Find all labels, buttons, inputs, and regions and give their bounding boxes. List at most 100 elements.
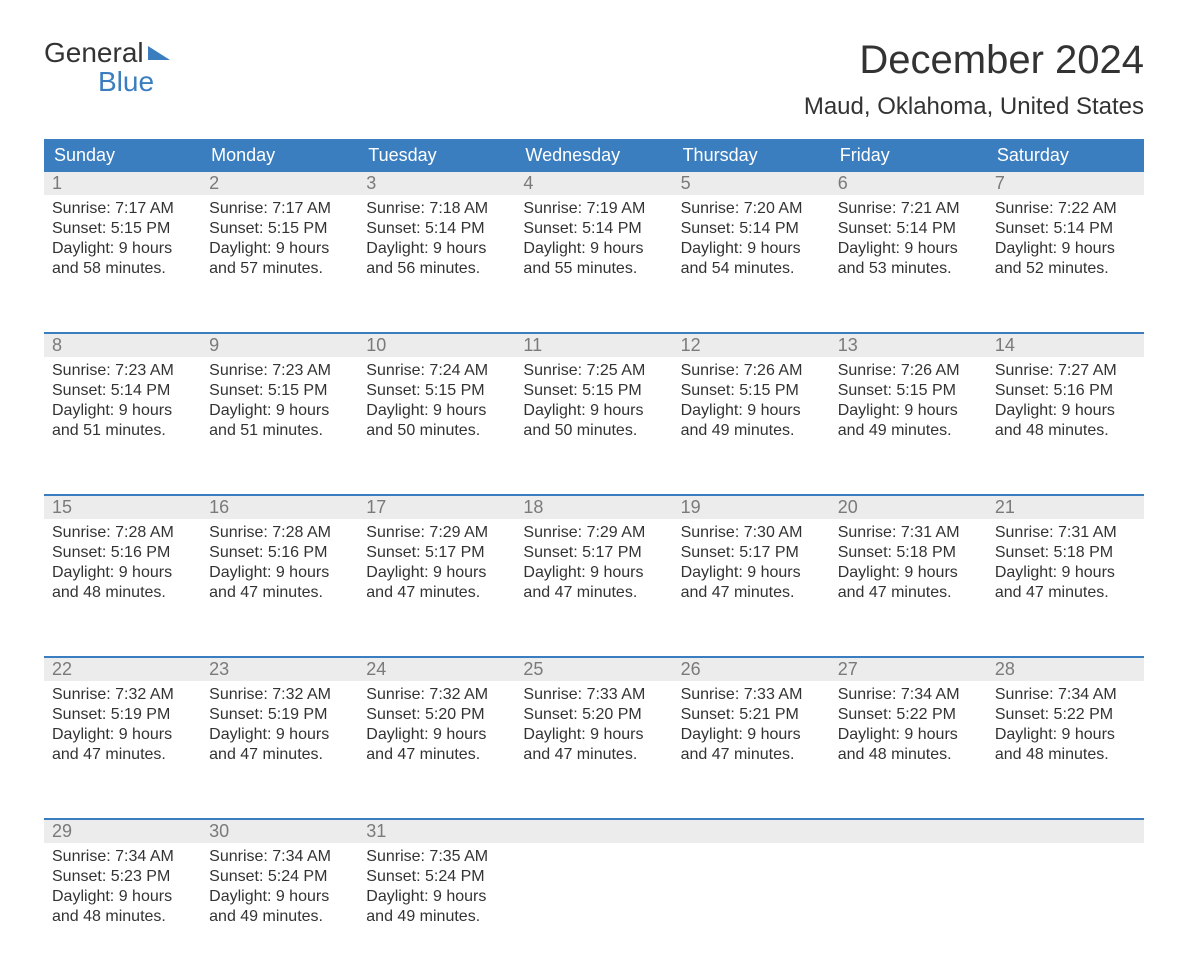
logo-text-general: General xyxy=(44,38,144,67)
day-details: Sunrise: 7:23 AMSunset: 5:14 PMDaylight:… xyxy=(44,357,201,449)
day-details: Sunrise: 7:25 AMSunset: 5:15 PMDaylight:… xyxy=(515,357,672,449)
day-number: 22 xyxy=(44,658,201,681)
daylight-line: Daylight: 9 hours and 47 minutes. xyxy=(366,563,507,603)
day-details: Sunrise: 7:19 AMSunset: 5:14 PMDaylight:… xyxy=(515,195,672,287)
day-cell: 4Sunrise: 7:19 AMSunset: 5:14 PMDaylight… xyxy=(515,172,672,314)
week-gap xyxy=(44,638,1144,656)
day-details: Sunrise: 7:23 AMSunset: 5:15 PMDaylight:… xyxy=(201,357,358,449)
sunset-line: Sunset: 5:24 PM xyxy=(366,867,507,887)
day-cell: 29Sunrise: 7:34 AMSunset: 5:23 PMDayligh… xyxy=(44,820,201,962)
sunset-line: Sunset: 5:14 PM xyxy=(523,219,664,239)
sunrise-line: Sunrise: 7:23 AM xyxy=(52,361,193,381)
day-details: Sunrise: 7:27 AMSunset: 5:16 PMDaylight:… xyxy=(987,357,1144,449)
day-number: 11 xyxy=(515,334,672,357)
day-number: 5 xyxy=(673,172,830,195)
week-gap xyxy=(44,314,1144,332)
day-number: 28 xyxy=(987,658,1144,681)
sunrise-line: Sunrise: 7:26 AM xyxy=(838,361,979,381)
sunset-line: Sunset: 5:15 PM xyxy=(209,381,350,401)
day-number: 13 xyxy=(830,334,987,357)
day-details: Sunrise: 7:17 AMSunset: 5:15 PMDaylight:… xyxy=(44,195,201,287)
daylight-line: Daylight: 9 hours and 48 minutes. xyxy=(995,401,1136,441)
day-header-tuesday: Tuesday xyxy=(358,139,515,172)
day-details: Sunrise: 7:29 AMSunset: 5:17 PMDaylight:… xyxy=(515,519,672,611)
sunset-line: Sunset: 5:16 PM xyxy=(209,543,350,563)
day-number: 15 xyxy=(44,496,201,519)
daylight-line: Daylight: 9 hours and 50 minutes. xyxy=(523,401,664,441)
day-number: 7 xyxy=(987,172,1144,195)
sunset-line: Sunset: 5:14 PM xyxy=(366,219,507,239)
day-details: Sunrise: 7:24 AMSunset: 5:15 PMDaylight:… xyxy=(358,357,515,449)
day-cell: 19Sunrise: 7:30 AMSunset: 5:17 PMDayligh… xyxy=(673,496,830,638)
sunrise-line: Sunrise: 7:20 AM xyxy=(681,199,822,219)
day-details: Sunrise: 7:33 AMSunset: 5:21 PMDaylight:… xyxy=(673,681,830,773)
day-cell: 3Sunrise: 7:18 AMSunset: 5:14 PMDaylight… xyxy=(358,172,515,314)
sunrise-line: Sunrise: 7:24 AM xyxy=(366,361,507,381)
sunset-line: Sunset: 5:16 PM xyxy=(52,543,193,563)
sunrise-line: Sunrise: 7:35 AM xyxy=(366,847,507,867)
day-number: 8 xyxy=(44,334,201,357)
day-cell: 2Sunrise: 7:17 AMSunset: 5:15 PMDaylight… xyxy=(201,172,358,314)
day-cell: 21Sunrise: 7:31 AMSunset: 5:18 PMDayligh… xyxy=(987,496,1144,638)
sunset-line: Sunset: 5:14 PM xyxy=(995,219,1136,239)
day-number: 20 xyxy=(830,496,987,519)
day-cell: 30Sunrise: 7:34 AMSunset: 5:24 PMDayligh… xyxy=(201,820,358,962)
day-details: Sunrise: 7:22 AMSunset: 5:14 PMDaylight:… xyxy=(987,195,1144,287)
day-header-monday: Monday xyxy=(201,139,358,172)
day-number: 18 xyxy=(515,496,672,519)
day-cell xyxy=(515,820,672,962)
daylight-line: Daylight: 9 hours and 48 minutes. xyxy=(52,563,193,603)
daylight-line: Daylight: 9 hours and 48 minutes. xyxy=(995,725,1136,765)
sunset-line: Sunset: 5:19 PM xyxy=(209,705,350,725)
sunset-line: Sunset: 5:22 PM xyxy=(995,705,1136,725)
day-cell: 12Sunrise: 7:26 AMSunset: 5:15 PMDayligh… xyxy=(673,334,830,476)
day-details: Sunrise: 7:28 AMSunset: 5:16 PMDaylight:… xyxy=(44,519,201,611)
day-details: Sunrise: 7:28 AMSunset: 5:16 PMDaylight:… xyxy=(201,519,358,611)
day-details: Sunrise: 7:26 AMSunset: 5:15 PMDaylight:… xyxy=(830,357,987,449)
day-number: 16 xyxy=(201,496,358,519)
day-details: Sunrise: 7:34 AMSunset: 5:22 PMDaylight:… xyxy=(987,681,1144,773)
daylight-line: Daylight: 9 hours and 47 minutes. xyxy=(681,563,822,603)
day-number: 1 xyxy=(44,172,201,195)
day-cell: 15Sunrise: 7:28 AMSunset: 5:16 PMDayligh… xyxy=(44,496,201,638)
daylight-line: Daylight: 9 hours and 52 minutes. xyxy=(995,239,1136,279)
sunset-line: Sunset: 5:14 PM xyxy=(52,381,193,401)
sunrise-line: Sunrise: 7:33 AM xyxy=(681,685,822,705)
day-cell: 27Sunrise: 7:34 AMSunset: 5:22 PMDayligh… xyxy=(830,658,987,800)
sunrise-line: Sunrise: 7:19 AM xyxy=(523,199,664,219)
sunrise-line: Sunrise: 7:34 AM xyxy=(838,685,979,705)
day-cell xyxy=(673,820,830,962)
day-number-empty xyxy=(987,820,1144,843)
sunset-line: Sunset: 5:16 PM xyxy=(995,381,1136,401)
sunrise-line: Sunrise: 7:34 AM xyxy=(52,847,193,867)
daylight-line: Daylight: 9 hours and 47 minutes. xyxy=(523,725,664,765)
sunrise-line: Sunrise: 7:25 AM xyxy=(523,361,664,381)
day-cell: 1Sunrise: 7:17 AMSunset: 5:15 PMDaylight… xyxy=(44,172,201,314)
day-header-sunday: Sunday xyxy=(44,139,201,172)
daylight-line: Daylight: 9 hours and 56 minutes. xyxy=(366,239,507,279)
sunset-line: Sunset: 5:17 PM xyxy=(523,543,664,563)
sunset-line: Sunset: 5:18 PM xyxy=(838,543,979,563)
week-gap xyxy=(44,800,1144,818)
daylight-line: Daylight: 9 hours and 53 minutes. xyxy=(838,239,979,279)
sunrise-line: Sunrise: 7:22 AM xyxy=(995,199,1136,219)
day-number: 19 xyxy=(673,496,830,519)
sunrise-line: Sunrise: 7:32 AM xyxy=(52,685,193,705)
daylight-line: Daylight: 9 hours and 54 minutes. xyxy=(681,239,822,279)
day-cell: 16Sunrise: 7:28 AMSunset: 5:16 PMDayligh… xyxy=(201,496,358,638)
day-cell: 22Sunrise: 7:32 AMSunset: 5:19 PMDayligh… xyxy=(44,658,201,800)
sunset-line: Sunset: 5:15 PM xyxy=(209,219,350,239)
sunset-line: Sunset: 5:20 PM xyxy=(366,705,507,725)
day-details: Sunrise: 7:31 AMSunset: 5:18 PMDaylight:… xyxy=(830,519,987,611)
daylight-line: Daylight: 9 hours and 49 minutes. xyxy=(366,887,507,927)
day-cell: 11Sunrise: 7:25 AMSunset: 5:15 PMDayligh… xyxy=(515,334,672,476)
sunset-line: Sunset: 5:17 PM xyxy=(681,543,822,563)
day-cell: 23Sunrise: 7:32 AMSunset: 5:19 PMDayligh… xyxy=(201,658,358,800)
day-cell: 31Sunrise: 7:35 AMSunset: 5:24 PMDayligh… xyxy=(358,820,515,962)
sunset-line: Sunset: 5:15 PM xyxy=(52,219,193,239)
day-details: Sunrise: 7:34 AMSunset: 5:24 PMDaylight:… xyxy=(201,843,358,935)
location-text: Maud, Oklahoma, United States xyxy=(804,93,1144,121)
day-details: Sunrise: 7:21 AMSunset: 5:14 PMDaylight:… xyxy=(830,195,987,287)
sunset-line: Sunset: 5:20 PM xyxy=(523,705,664,725)
sunset-line: Sunset: 5:22 PM xyxy=(838,705,979,725)
